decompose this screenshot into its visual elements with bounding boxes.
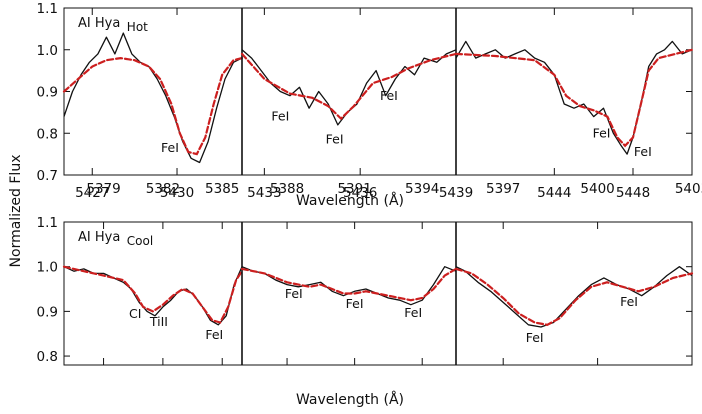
- hot-x-tick-label: 5448: [616, 185, 650, 201]
- hot-model-spectrum: [240, 52, 458, 121]
- cool-segment: 5388 5391 5394 FeI FeI FeI: [240, 181, 458, 365]
- hot-y-tick-label: 0.9: [37, 85, 58, 101]
- cool-x-tick-label: 5400: [580, 181, 614, 197]
- bottom-x-axis-title: Wavelength (Å): [296, 391, 404, 408]
- cool-model-spectrum: [240, 267, 458, 302]
- cool-star-name: AI Hya Cool: [78, 230, 153, 248]
- y-axis-title: Normalized Flux: [8, 155, 24, 268]
- cool-line-id-label: FeI: [346, 296, 364, 311]
- hot-model-spectrum: [62, 56, 244, 156]
- cool-model-spectrum: [454, 267, 694, 326]
- cool-x-tick-label: 5394: [405, 181, 439, 197]
- cool-panel: 0.8 0.9 1.0 1.1 AI Hya Cool 5379 5382 5385 CI TiI…: [37, 181, 702, 366]
- cool-line-id-label: FeI: [620, 294, 638, 309]
- top-x-axis-title: Wavelength (Å): [296, 192, 404, 209]
- cool-x-tick-label: 5388: [270, 181, 304, 197]
- cool-line-id-label: TiII: [149, 314, 168, 329]
- cool-model-spectrum: [62, 265, 244, 324]
- cool-segment: 5397 5400 5403 FeI FeI: [454, 181, 702, 365]
- hot-y-tick-label: 1.1: [37, 1, 58, 17]
- hot-y-tick-label: 0.7: [37, 168, 58, 184]
- hot-panel-frame: [63, 7, 693, 176]
- cool-observed-spectrum: [455, 266, 693, 328]
- cool-component-label: Cool: [127, 234, 153, 248]
- hot-component-label: Hot: [127, 20, 148, 34]
- cool-line-id-label: FeI: [526, 330, 544, 345]
- hot-segment: 5427 5430 FeI: [62, 8, 244, 201]
- hot-x-tick-label: 5430: [160, 185, 194, 201]
- hot-line-id-label: FeI: [380, 88, 398, 103]
- hot-line-id-label: FeI: [271, 109, 289, 124]
- hot-x-tick-label: 5427: [75, 185, 109, 201]
- cool-x-tick-label: 5397: [486, 181, 520, 197]
- hot-segment: 5433 5436 5439 FeI FeI FeI: [240, 8, 473, 201]
- hot-model-spectrum: [454, 48, 694, 148]
- cool-x-tick-label: 5385: [205, 181, 239, 197]
- cool-y-tick-label: 1.0: [37, 260, 58, 276]
- hot-line-id-label: FeI: [634, 144, 652, 159]
- cool-y-tick-label: 0.9: [37, 304, 58, 320]
- hot-y-tick-label: 0.8: [37, 126, 58, 142]
- hot-star-name: AI Hya Hot: [78, 16, 148, 34]
- cool-line-id-label: FeI: [404, 305, 422, 320]
- cool-y-tick-label: 1.1: [37, 215, 58, 231]
- hot-line-id-label: FeI: [326, 132, 344, 147]
- hot-line-id-label: FeI: [593, 125, 611, 140]
- hot-line-id-label: FeI: [161, 140, 179, 155]
- cool-segment: 5379 5382 5385 CI TiII FeI: [62, 181, 244, 365]
- hot-segment: 5444 5448 FeI FeI: [454, 8, 694, 201]
- cool-line-id-label: FeI: [285, 286, 303, 301]
- cool-panel-frame: [63, 221, 693, 366]
- hot-x-tick-label: 5444: [537, 185, 571, 201]
- cool-x-tick-label: 5382: [146, 181, 180, 197]
- cool-line-id-label: CI: [129, 306, 141, 321]
- cool-line-id-label: FeI: [205, 327, 223, 342]
- cool-x-tick-label: 5379: [86, 181, 120, 197]
- hot-x-tick-label: 5439: [439, 185, 473, 201]
- cool-y-tick-label: 0.8: [37, 349, 58, 365]
- cool-observed-spectrum: [63, 266, 243, 326]
- cool-x-tick-label: 5403: [675, 181, 702, 197]
- hot-x-tick-label: 5436: [343, 185, 377, 201]
- cool-x-tick-label: 5391: [337, 181, 371, 197]
- hot-y-tick-label: 1.0: [37, 43, 58, 59]
- hot-x-tick-label: 5433: [247, 185, 281, 201]
- hot-observed-spectrum: [455, 40, 693, 155]
